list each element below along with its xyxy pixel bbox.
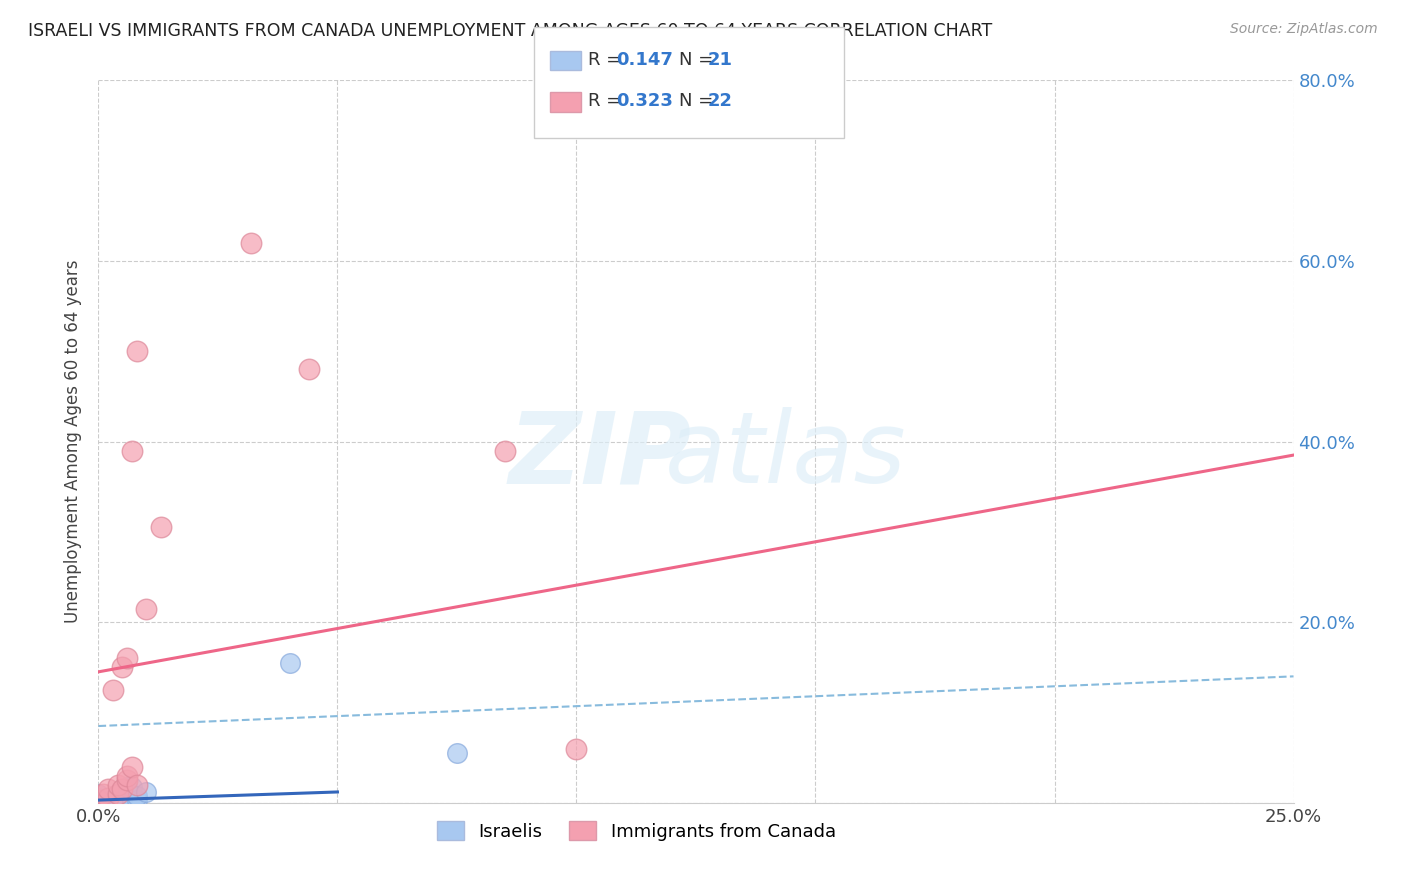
Point	[135, 785, 157, 799]
Legend: Israelis, Immigrants from Canada: Israelis, Immigrants from Canada	[429, 814, 844, 848]
Point	[121, 794, 143, 808]
Point	[298, 362, 321, 376]
Point	[97, 782, 120, 797]
Point	[135, 601, 157, 615]
Point	[125, 778, 148, 792]
Text: R =: R =	[588, 51, 627, 69]
Point	[115, 773, 138, 788]
Point	[87, 793, 110, 807]
Point	[101, 796, 124, 810]
Point	[121, 760, 143, 774]
Point	[565, 741, 588, 756]
Point	[107, 787, 129, 801]
Text: ISRAELI VS IMMIGRANTS FROM CANADA UNEMPLOYMENT AMONG AGES 60 TO 64 YEARS CORRELA: ISRAELI VS IMMIGRANTS FROM CANADA UNEMPL…	[28, 22, 993, 40]
Point	[111, 660, 134, 674]
Point	[107, 787, 129, 801]
Point	[87, 793, 110, 807]
Text: N =: N =	[679, 51, 718, 69]
Point	[125, 793, 148, 807]
Text: 0.147: 0.147	[616, 51, 672, 69]
Point	[111, 793, 134, 807]
Point	[111, 791, 134, 805]
Point	[87, 794, 110, 808]
Point	[121, 780, 143, 794]
Point	[87, 787, 110, 801]
Point	[87, 791, 110, 805]
Point	[91, 787, 114, 801]
Text: 22: 22	[707, 92, 733, 110]
Point	[446, 746, 468, 760]
Point	[121, 443, 143, 458]
Y-axis label: Unemployment Among Ages 60 to 64 years: Unemployment Among Ages 60 to 64 years	[65, 260, 83, 624]
Point	[115, 651, 138, 665]
Point	[111, 782, 134, 797]
Point	[107, 778, 129, 792]
Point	[115, 769, 138, 783]
Point	[107, 791, 129, 805]
Point	[101, 682, 124, 697]
Point	[87, 793, 110, 807]
Point	[115, 780, 138, 794]
Text: 0.323: 0.323	[616, 92, 672, 110]
Point	[494, 443, 516, 458]
Point	[87, 796, 110, 810]
Point	[101, 793, 124, 807]
Point	[97, 791, 120, 805]
Text: 21: 21	[707, 51, 733, 69]
Point	[149, 520, 172, 534]
Point	[125, 344, 148, 359]
Point	[125, 789, 148, 804]
Text: ZIP: ZIP	[509, 408, 692, 505]
Text: R =: R =	[588, 92, 627, 110]
Point	[111, 789, 134, 804]
Point	[278, 656, 301, 670]
Point	[240, 235, 263, 250]
Text: Source: ZipAtlas.com: Source: ZipAtlas.com	[1230, 22, 1378, 37]
Text: atlas: atlas	[665, 408, 907, 505]
Text: N =: N =	[679, 92, 718, 110]
